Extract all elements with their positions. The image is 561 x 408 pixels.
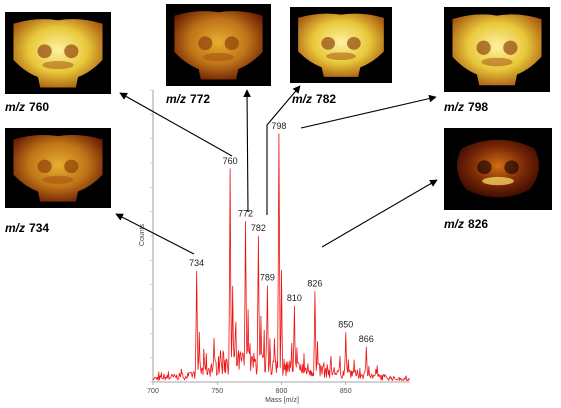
x-tick-label: 800	[276, 388, 288, 395]
arrow-798	[300, 94, 437, 129]
tissue-section	[13, 134, 103, 202]
ion-image-label: m/z 826	[444, 217, 488, 231]
peak-label-810: 810	[287, 293, 302, 303]
tissue-structure	[64, 44, 79, 59]
ion-image-798: m/z 798	[444, 7, 550, 114]
ion-image-label-value: 760	[29, 100, 49, 114]
peak-label-782: 782	[251, 223, 266, 233]
peak-label-798: 798	[271, 121, 286, 131]
tissue-section	[298, 13, 384, 77]
tissue-section	[174, 11, 263, 80]
peak-label-772: 772	[238, 208, 253, 218]
ion-image-label-prefix: m/z	[292, 92, 312, 106]
ion-image-label-prefix: m/z	[5, 100, 25, 114]
ion-image-734: m/z 734	[5, 128, 111, 235]
x-tick-label: 750	[211, 388, 223, 395]
y-ticks	[150, 89, 153, 383]
ion-image-label: m/z 734	[5, 221, 49, 235]
arrow-760	[119, 92, 233, 157]
tissue-structure	[476, 40, 491, 55]
tissue-structure	[37, 44, 52, 59]
tissue-structure	[42, 175, 74, 184]
arrow-782	[266, 85, 301, 215]
x-tick-label: 850	[340, 388, 352, 395]
y-axis-title: Counts	[139, 223, 146, 246]
tissue-structure	[321, 37, 336, 50]
tissue-structure	[203, 52, 234, 62]
x-ticks: 700 750 800 850	[147, 382, 352, 395]
peak-label-760: 760	[223, 156, 238, 166]
tissue-section	[13, 19, 103, 88]
peak-label-866: 866	[359, 334, 374, 344]
tissue-structure	[224, 36, 239, 51]
peak-label-789: 789	[260, 273, 275, 283]
x-tick-label: 700	[147, 388, 159, 395]
ion-image-760: m/z 760	[5, 12, 111, 114]
arrow-734	[115, 213, 195, 255]
peak-labels: 734 760 772 782 789 798 810 826 850 866	[189, 121, 374, 344]
ion-image-label-prefix: m/z	[444, 217, 464, 231]
ion-image-label-value: 798	[468, 100, 488, 114]
tissue-structure	[481, 57, 513, 67]
tissue-section	[456, 139, 540, 198]
tissue-section	[452, 14, 542, 86]
tissue-structure	[346, 37, 361, 50]
ion-image-label-value: 772	[190, 92, 210, 106]
tissue-structure	[503, 40, 518, 55]
ion-image-label-prefix: m/z	[5, 221, 25, 235]
ion-image-label-value: 782	[316, 92, 336, 106]
tissue-structure	[504, 160, 519, 175]
ion-images: m/z 760 m/z 772 m/z 782 m/z 798 m/z 734 m/z 826	[5, 4, 552, 235]
peak-label-826: 826	[307, 278, 322, 288]
ion-image-772: m/z 772	[166, 4, 271, 106]
ion-image-label-value: 826	[468, 217, 488, 231]
tissue-structure	[42, 60, 74, 70]
tissue-structure	[37, 159, 52, 174]
arrow-772	[243, 89, 251, 213]
peak-label-734: 734	[189, 258, 204, 268]
peak-label-850: 850	[338, 319, 353, 329]
tissue-structure	[198, 36, 213, 51]
tissue-structure	[64, 159, 79, 174]
arrows	[115, 85, 438, 255]
ion-image-826: m/z 826	[444, 128, 552, 231]
ion-image-label-prefix: m/z	[166, 92, 186, 106]
ion-image-label: m/z 782	[292, 92, 336, 106]
ion-image-label: m/z 772	[166, 92, 210, 106]
x-axis-title: Mass [m/z]	[265, 397, 299, 404]
ion-image-label-prefix: m/z	[444, 100, 464, 114]
ion-image-label: m/z 798	[444, 100, 488, 114]
ion-image-label: m/z 760	[5, 100, 49, 114]
spectrum-plot: Counts Mass [m/z] 700 750 800 850 734 760 772…	[139, 89, 411, 404]
tissue-structure	[482, 176, 514, 186]
tissue-structure	[326, 52, 356, 61]
arrow-826	[321, 179, 438, 248]
ion-image-label-value: 734	[29, 221, 49, 235]
spectrum-series-line	[152, 133, 411, 382]
ion-image-782: m/z 782	[290, 7, 392, 106]
tissue-structure	[477, 160, 492, 175]
